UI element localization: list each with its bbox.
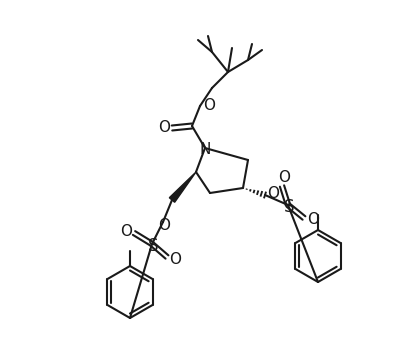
Polygon shape	[169, 172, 196, 202]
Text: S: S	[148, 237, 158, 255]
Text: O: O	[158, 218, 170, 233]
Text: O: O	[278, 169, 290, 184]
Text: O: O	[307, 212, 319, 227]
Text: O: O	[203, 99, 215, 114]
Text: S: S	[284, 198, 294, 216]
Text: N: N	[200, 143, 211, 158]
Text: O: O	[169, 252, 181, 267]
Text: O: O	[120, 224, 132, 239]
Text: O: O	[267, 187, 279, 202]
Text: O: O	[158, 120, 170, 135]
